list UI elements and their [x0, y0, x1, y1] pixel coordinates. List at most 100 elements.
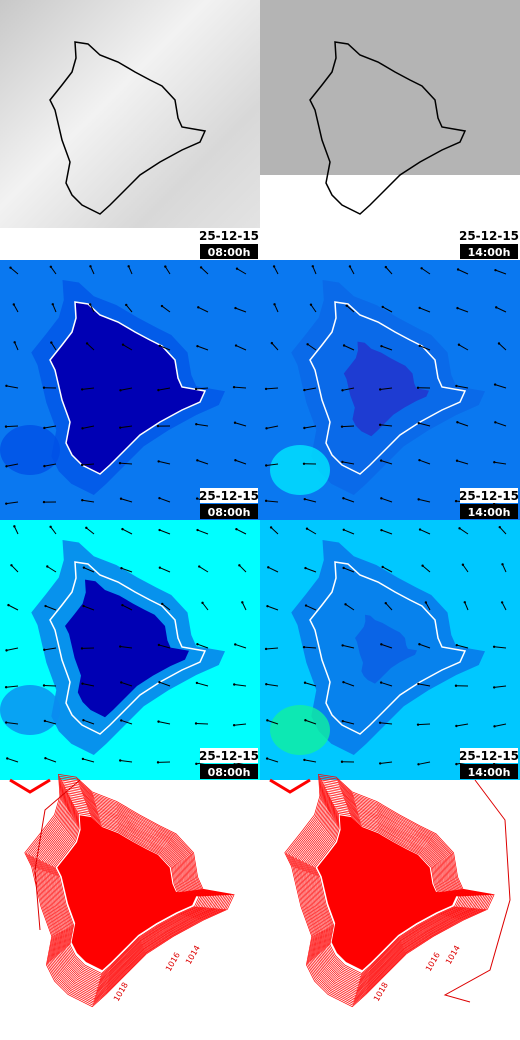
wind-arrow-head: [378, 423, 382, 427]
isobar: [41, 796, 215, 989]
isobar: [40, 794, 217, 990]
wind-arrow-head: [384, 265, 388, 269]
wind-arrow: [197, 459, 209, 465]
wind-arrow-head: [121, 343, 125, 346]
wind-arrow-head: [303, 758, 306, 762]
wind-arrow-head: [157, 460, 160, 463]
wind-arrow-head: [5, 649, 8, 652]
wind-arrow: [241, 602, 247, 611]
wind-arrow: [266, 463, 279, 466]
wind-arrow-head: [194, 387, 198, 391]
wind-arrow-head: [265, 683, 268, 686]
wind-arrow: [198, 566, 209, 573]
isobar: [38, 792, 219, 992]
wind-arrow: [50, 342, 57, 351]
wind-arrow-head: [49, 525, 52, 529]
wind-arrow: [385, 266, 393, 275]
isobar: [32, 785, 225, 998]
wind-arrow: [161, 305, 171, 313]
wind-arrow-head: [42, 500, 46, 504]
wind-arrow: [266, 500, 279, 503]
wind-arrow: [419, 643, 431, 649]
wind-arrow-head: [303, 426, 306, 430]
wind-arrow: [120, 759, 133, 763]
wind-arrow-head: [5, 721, 8, 724]
isobar: [45, 801, 210, 984]
wind-arrow: [464, 602, 469, 611]
wind-arrow: [342, 425, 355, 428]
wind-arrow: [159, 567, 171, 573]
wind-arrow-head: [493, 460, 496, 464]
isobar: [43, 798, 214, 987]
wind-arrow-head: [380, 497, 383, 500]
wind-arrow-head: [120, 719, 123, 722]
wind-arrow-head: [341, 460, 344, 464]
island-outline: [309, 41, 467, 215]
wind-arrow-head: [196, 528, 199, 532]
wind-arrow: [13, 526, 19, 535]
isobar: [285, 775, 493, 1006]
wind-arrow-head: [120, 566, 123, 570]
isobar: [28, 779, 230, 1003]
wind-arrow-head: [46, 565, 49, 568]
isobar: [35, 788, 222, 995]
wind-arrow-head: [381, 565, 384, 569]
isobar: [48, 805, 207, 981]
wind-arrow: [380, 424, 393, 427]
time-box: [200, 244, 258, 259]
wind-arrow: [44, 684, 57, 687]
wind-arrow: [45, 605, 57, 611]
wind-arrow-head: [495, 306, 498, 309]
wind-arrow: [343, 345, 355, 351]
wind-arrow: [385, 602, 393, 611]
wind-arrow-head: [164, 265, 167, 268]
wind-arrow-head: [81, 682, 84, 685]
wind-arrow: [120, 498, 133, 503]
wind-arrow: [120, 425, 133, 429]
wind-arrow: [202, 602, 209, 611]
wind-arrow-head: [88, 303, 92, 306]
wind-arrow: [310, 304, 317, 313]
wind-arrow: [381, 643, 393, 649]
wind-arrow: [419, 459, 431, 465]
wind-arrow-head: [232, 385, 236, 389]
wind-arrow-head: [119, 426, 122, 429]
date-label: 25-12-15: [199, 489, 259, 503]
wind-arrow: [271, 342, 279, 351]
wind-arrow-head: [233, 683, 236, 686]
wind-arrow-head: [80, 388, 84, 391]
wind-arrow: [456, 644, 469, 649]
wind-arrow: [419, 529, 431, 535]
wind-arrow: [14, 342, 19, 351]
wind-arrow: [270, 527, 279, 535]
wind-arrow: [342, 720, 355, 725]
isobar: [44, 800, 212, 985]
wind-arrow-head: [158, 680, 161, 684]
wind-arrow: [494, 646, 507, 649]
wind-arrow-head: [5, 384, 8, 388]
wind-arrow: [307, 343, 317, 351]
isobar-core: [317, 815, 457, 971]
wind-arrow: [304, 425, 317, 429]
wind-arrow-head: [269, 526, 273, 529]
isobar: [47, 803, 209, 982]
wind-arrow-head: [234, 459, 237, 462]
wind-arrow: [312, 266, 317, 275]
wind-arrow: [418, 761, 431, 765]
wind-arrow-head: [455, 459, 459, 462]
wind-arrow-head: [44, 604, 47, 608]
isobar-outer: [443, 779, 511, 1003]
wind-arrow-head: [304, 566, 307, 570]
wind-arrow: [381, 497, 393, 503]
wind-arrow: [235, 459, 247, 465]
wind-arrow-head: [266, 719, 269, 722]
wind-arrow-head: [195, 423, 198, 426]
isobar: [314, 813, 460, 974]
wind-arrow: [422, 565, 431, 573]
wind-arrow: [6, 385, 19, 389]
wind-arrow-head: [158, 496, 161, 500]
isobar: [313, 811, 462, 976]
isobar: [37, 790, 220, 993]
wind-arrow: [380, 387, 393, 390]
date-box: [200, 228, 258, 243]
